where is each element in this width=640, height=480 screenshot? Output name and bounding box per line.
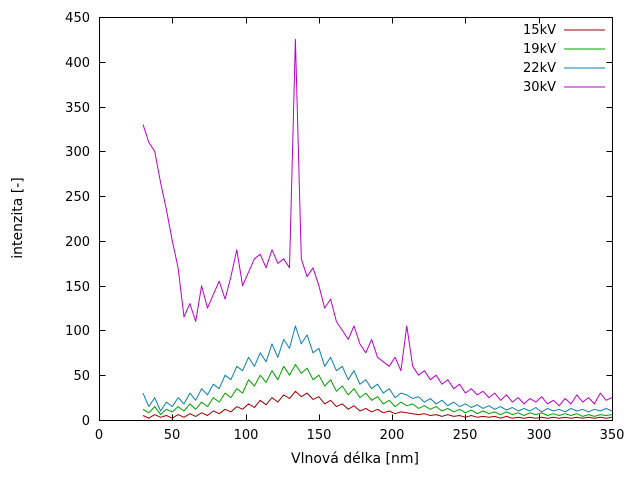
y-tick-label: 100 (65, 324, 90, 339)
series-line-30kV (142, 38, 613, 407)
x-tick-label: 150 (307, 428, 332, 443)
series-line-19kV (142, 364, 613, 417)
plot-border (99, 17, 613, 421)
y-axis-label: intenzita [-] (10, 177, 26, 258)
y-tick-label: 350 (65, 101, 90, 116)
x-axis-label: Vlnová délka [nm] (291, 451, 419, 467)
legend-label-30kV: 30kV (523, 80, 556, 95)
series-line-22kV (142, 325, 613, 413)
y-tick-label: 450 (65, 11, 90, 26)
x-tick-label: 250 (453, 428, 478, 443)
y-tick-label: 250 (65, 190, 90, 205)
y-tick-label: 400 (65, 56, 90, 71)
y-tick-label: 200 (65, 235, 90, 250)
x-tick-label: 50 (164, 428, 181, 443)
x-tick-label: 200 (380, 428, 405, 443)
legend-label-19kV: 19kV (523, 42, 556, 57)
x-tick-label: 350 (600, 428, 625, 443)
series-line-15kV (142, 390, 613, 419)
y-tick-label: 150 (65, 280, 90, 295)
legend-label-15kV: 15kV (523, 23, 556, 38)
y-tick-label: 50 (73, 369, 90, 384)
x-tick-label: 100 (234, 428, 259, 443)
x-tick-label: 0 (95, 428, 103, 443)
legend-label-22kV: 22kV (523, 61, 556, 76)
x-tick-label: 300 (527, 428, 552, 443)
plot-frame (99, 17, 613, 421)
y-tick-label: 300 (65, 145, 90, 160)
y-tick-label: 0 (82, 414, 90, 429)
